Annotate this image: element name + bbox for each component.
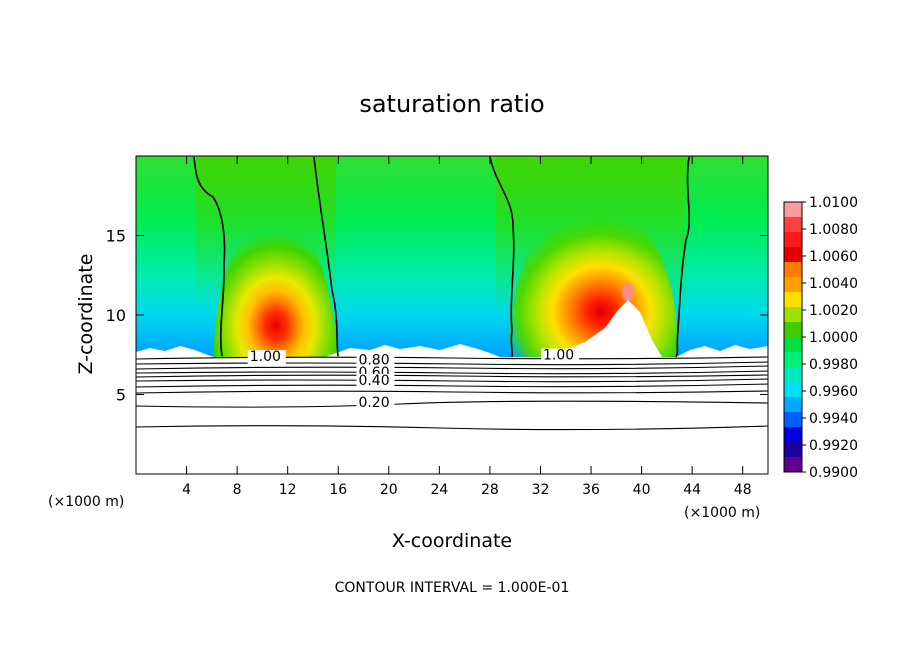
contour-labels: 1.00 0.800.600.400.201.00 bbox=[247, 348, 580, 411]
colorbar-label: 0.9960 bbox=[809, 384, 858, 400]
colorbar-swatch bbox=[784, 457, 802, 473]
colorbar-swatch bbox=[784, 232, 802, 248]
colorbar-swatch bbox=[784, 442, 802, 458]
colorbar-swatch bbox=[784, 247, 802, 263]
colorbar-swatch bbox=[784, 307, 802, 323]
colorbar-swatch bbox=[784, 427, 802, 443]
y-tick-label: 10 bbox=[106, 306, 126, 325]
x-tick-label: 16 bbox=[329, 482, 347, 498]
x-tick-label: 48 bbox=[734, 482, 752, 498]
y-axis-title: Z-coordinate bbox=[75, 254, 97, 375]
contour-label-bg bbox=[541, 348, 580, 363]
colorbar-swatch bbox=[784, 337, 802, 353]
colorbar-swatch bbox=[784, 322, 802, 338]
x-axis-title: X-coordinate bbox=[392, 530, 512, 552]
colorbar-swatch bbox=[784, 412, 802, 428]
contour-label-bg bbox=[356, 396, 395, 411]
x-unit-label-right: (×1000 m) bbox=[684, 505, 760, 521]
plot-area bbox=[136, 156, 768, 474]
colorbar-swatch bbox=[784, 217, 802, 233]
x-tick-label: 4 bbox=[182, 482, 191, 498]
contour-label: 1.00 bbox=[250, 349, 281, 365]
colorbar-swatch bbox=[784, 202, 802, 218]
colorbar-label: 1.0100 bbox=[809, 195, 858, 211]
x-tick-label: 36 bbox=[582, 482, 600, 498]
contour-label: 1.00 bbox=[543, 348, 574, 364]
contour-label-bg bbox=[356, 353, 395, 368]
y-tick-label: 15 bbox=[106, 227, 126, 246]
colorbar-label: 1.0080 bbox=[809, 222, 858, 238]
x-unit-label-left: (×1000 m) bbox=[48, 494, 124, 510]
contour-interval-note: CONTOUR INTERVAL = 1.000E-01 bbox=[335, 580, 570, 596]
colorbar-label: 0.9900 bbox=[809, 465, 858, 481]
x-tick-label: 44 bbox=[683, 482, 701, 498]
contour-label-bg bbox=[356, 373, 395, 388]
x-tick-label: 32 bbox=[532, 482, 550, 498]
moist-plume-1 bbox=[213, 204, 338, 360]
colorbar-label: 1.0040 bbox=[809, 276, 858, 292]
colorbar-swatch bbox=[784, 352, 802, 368]
colorbar-label: 0.9980 bbox=[809, 357, 858, 373]
pink-pocket bbox=[622, 283, 634, 301]
colorbar-label: 1.0020 bbox=[809, 303, 858, 319]
y-axis: 5 10 15 bbox=[106, 227, 768, 405]
contour-label: 0.20 bbox=[358, 395, 389, 411]
x-tick-label: 8 bbox=[233, 482, 242, 498]
contour-label: 0.80 bbox=[358, 352, 389, 368]
x-tick-label: 40 bbox=[633, 482, 651, 498]
contours-unity bbox=[193, 156, 691, 358]
colorbar-swatch bbox=[784, 382, 802, 398]
y-tick-label: 5 bbox=[116, 386, 126, 405]
colorbar-swatch bbox=[784, 292, 802, 308]
contour-label: 0.40 bbox=[358, 373, 389, 389]
x-axis: 4 8 12 16 20 24 28 32 36 40 44 48 bbox=[182, 156, 752, 498]
colorbar-swatch bbox=[784, 277, 802, 293]
x-tick-label: 12 bbox=[279, 482, 297, 498]
colorbar-label: 1.0060 bbox=[809, 249, 858, 265]
colorbar: 1.0100 1.0080 1.0060 1.0040 1.0020 1.0000 0.99… bbox=[783, 195, 858, 481]
colorbar-swatch bbox=[784, 262, 802, 278]
subcloud-region bbox=[136, 300, 768, 474]
contour-label-bg bbox=[247, 350, 286, 365]
x-tick-label: 28 bbox=[481, 482, 499, 498]
contours-subcloud bbox=[136, 356, 768, 431]
chart-title: saturation ratio bbox=[359, 90, 544, 118]
colorbar-swatch bbox=[784, 397, 802, 413]
colorbar-label: 0.9940 bbox=[809, 411, 858, 427]
x-tick-label: 20 bbox=[380, 482, 398, 498]
colorbar-label: 1.0000 bbox=[809, 330, 858, 346]
x-tick-label: 24 bbox=[430, 482, 448, 498]
colorbar-swatch bbox=[784, 367, 802, 383]
colorbar-label: 0.9920 bbox=[809, 438, 858, 454]
